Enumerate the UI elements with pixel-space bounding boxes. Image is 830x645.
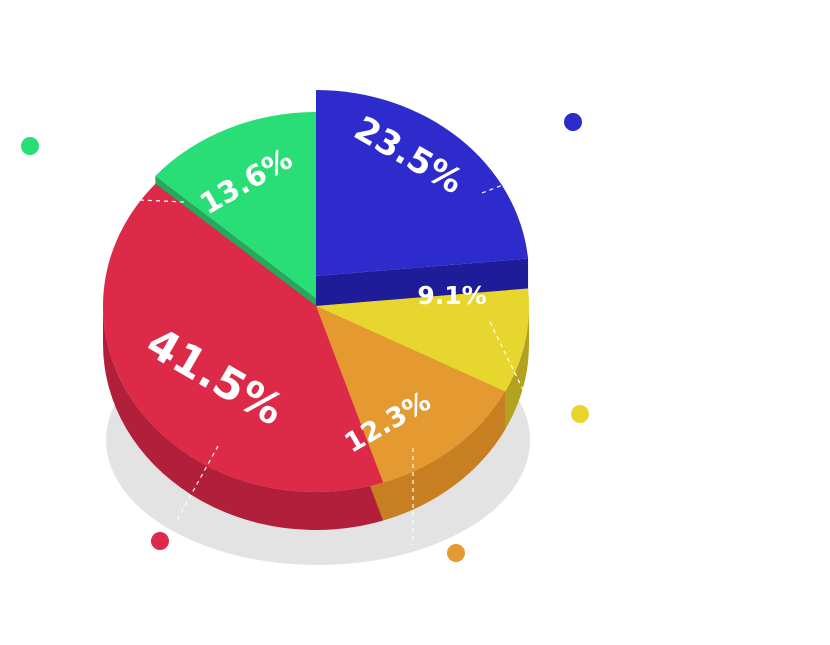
leader-line-41-5 [175,445,219,523]
dot-orange [447,544,465,562]
leader-lines [139,182,529,545]
slices-layer [102,90,529,530]
dot-green [21,137,39,155]
slice-label-9-1: 9.1% [417,281,486,310]
pie-slice-13-6 [155,112,316,298]
slice-wall-41-5 [102,306,384,530]
slice-wall-12-3 [383,391,506,521]
dot-blue [564,113,582,131]
slice-wall-9-1 [505,306,529,430]
pie-slice-41-5 [102,183,384,493]
pie-slice-23-5 [316,90,529,276]
leader-line-9-1 [489,321,529,401]
dot-red [151,532,169,550]
dot-yellow [571,405,589,423]
pie-slice-12-3 [316,306,506,483]
pie-slice-9-1 [316,288,529,392]
